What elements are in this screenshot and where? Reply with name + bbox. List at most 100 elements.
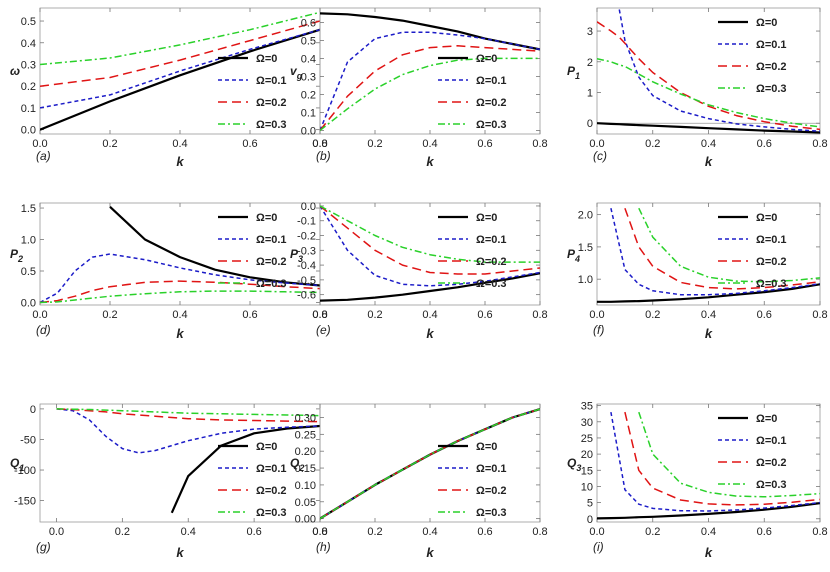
panel-i-ytick-label: 35 [581,401,593,413]
panel-h-xtick-label: 0.4 [422,526,437,538]
panel-i-legend-label: Ω=0.1 [756,435,787,447]
panel-h-ytick-label: 0.05 [295,497,316,509]
panel-g-ytick-label: -50 [20,434,36,446]
panel-c-ytick-label: 0 [587,118,593,130]
panel-e-xtick-label: 0.0 [312,309,327,321]
panel-b-xtick-label: 0.4 [422,138,437,150]
panel-a-xtick-label: 0.6 [242,138,257,150]
panel-g-legend-label: Ω=0 [256,441,277,453]
panel-h-xtick-label: 0.2 [367,526,382,538]
panel-a-series-omega-2 [40,20,320,87]
panel-a-ytick-label: 0.2 [21,81,36,93]
panel-g-series-omega-3 [56,408,320,417]
panel-f-legend-label: Ω=0.3 [756,278,787,290]
panel-c-series-omega-2 [597,21,820,131]
panel-f-xtick-label: 0.8 [812,309,827,321]
panel-e-xtick-label: 0.6 [477,309,492,321]
panel-d-legend-label: Ω=0.3 [256,278,287,290]
panel-g-ytick-label: -100 [14,465,36,477]
panel-i-ytick-label: 15 [581,465,593,477]
panel-h-legend-label: Ω=0 [476,441,497,453]
panel-a-legend-label: Ω=0.3 [256,119,287,131]
panel-i-y-axis-label: Q3 [567,456,581,473]
panel-b-ytick-label: 0.3 [301,71,316,83]
panel-e-ytick-label: -0.4 [297,260,316,272]
panel-e-xtick-label: 0.8 [532,309,547,321]
panel-h-ytick-label: 0.10 [295,480,316,492]
panel-g-ytick-label: -150 [14,496,36,508]
panel-d-xtick-label: 0.2 [102,309,117,321]
panel-a-legend-label: Ω=0 [256,53,277,65]
panel-i-ytick-label: 30 [581,417,593,429]
panel-i-ytick-label: 5 [587,498,593,510]
panel-d-series-omega-2 [40,280,320,304]
panel-i-series-omega-1 [610,411,820,512]
panel-a-xtick-label: 0.2 [102,138,117,150]
panel-f: 0.0 0.2 0.4 0.6 0.8 1.0 1.5 2.0 Ω=0 Ω=0.1 Ω=0.2 Ω=0… [567,202,828,341]
panel-a-xtick-label: 0.0 [32,138,47,150]
panel-c-legend-label: Ω=0 [756,17,777,29]
panel-b-series-omega-3 [320,57,540,131]
panel-b-y-axis-label: vg [290,64,303,81]
panel-a-ytick-label: 0.0 [21,125,36,137]
panel-h-label: (h) [316,540,331,554]
panel-a-xtick-label: 0.8 [312,138,327,150]
panel-d-series-omega-3 [40,290,320,304]
panel-h-series-omega-2 [320,408,540,520]
panel-e-series-omega-3 [320,205,540,263]
panel-g-series-omega-2 [56,408,320,423]
panel-h-ytick-label: 0.25 [295,429,316,441]
panel-i-legend-label: Ω=0.2 [756,457,787,469]
panel-b-xtick-label: 0.6 [477,138,492,150]
panel-i-legend-label: Ω=0 [756,413,777,425]
panel-d-xtick-label: 0.4 [172,309,187,321]
panel-a-x-axis-label: k [176,154,184,169]
panel-a-label: (a) [36,149,51,163]
panel-i-xtick-label: 0.8 [812,526,827,538]
panel-i-series-omega-3 [638,411,820,498]
panel-a-ytick-label: 0.1 [21,103,36,115]
panel-c-xtick-label: 0.0 [589,138,604,150]
panel-c-frame [596,7,821,135]
panel-d-ytick-label: 1.5 [21,203,36,215]
panel-h-frame [319,403,541,523]
panel-c-series-omega-1 [618,9,820,132]
panel-f-ytick-label: 1.5 [578,242,593,254]
panel-g-legend-label: Ω=0.3 [256,507,287,519]
panel-b-legend-label: Ω=0.3 [476,119,507,131]
panel-g-xtick-label: 0.4 [181,526,196,538]
panel-i-series-omega-2 [624,411,820,506]
panel-a-y-axis-label: ω [10,64,20,78]
panel-f-ytick-label: 1.0 [578,274,593,286]
panel-d-ytick-label: 1.0 [21,235,36,247]
panel-c-xtick-label: 0.2 [645,138,660,150]
panel-e-legend-label: Ω=0.2 [476,256,507,268]
panel-a-frame [39,7,321,135]
panel-f-series-omega-3 [638,207,820,283]
panel-h-series-omega-0 [320,408,540,520]
panel-c-xtick-label: 0.4 [701,138,716,150]
panel-e-legend-label: Ω=0.3 [476,278,507,290]
panel-d-ytick-label: 0.0 [21,297,36,309]
panel-c-x-axis-label: k [705,154,713,169]
panel-a-series-omega-0 [40,28,320,131]
panel-g-ytick-label: 0 [30,404,36,416]
panel-f-series-omega-2 [624,207,820,290]
panel-g: 0.0 0.2 0.4 0.6 0.8 0 -50 -100 -150 Ω=0 Ω=0.1 Ω=0.2… [10,403,328,560]
panel-g-xtick-label: 0.6 [246,526,261,538]
panel-e: 0.0 0.2 0.4 0.6 0.80.0-0.1-0.2-0.3-0.4-0.5-0… [290,201,548,341]
panel-d-label: (d) [36,323,51,337]
panel-c-legend-label: Ω=0.3 [756,83,787,95]
panel-e-ytick-label: 0.0 [301,201,316,213]
panel-d-xtick-label: 0.8 [312,309,327,321]
panel-e-ytick-label: -0.5 [297,275,316,287]
panel-i-ytick-label: 10 [581,481,593,493]
panel-g-xtick-label: 0.0 [49,526,64,538]
panel-a-ytick-label: 0.4 [21,38,36,50]
panel-d-x-axis-label: k [176,326,184,341]
panel-h-x-axis-label: k [426,545,434,560]
panel-c-y-axis-label: P1 [567,64,580,81]
panel-c-label: (c) [593,149,607,163]
panel-d-legend-label: Ω=0 [256,212,277,224]
